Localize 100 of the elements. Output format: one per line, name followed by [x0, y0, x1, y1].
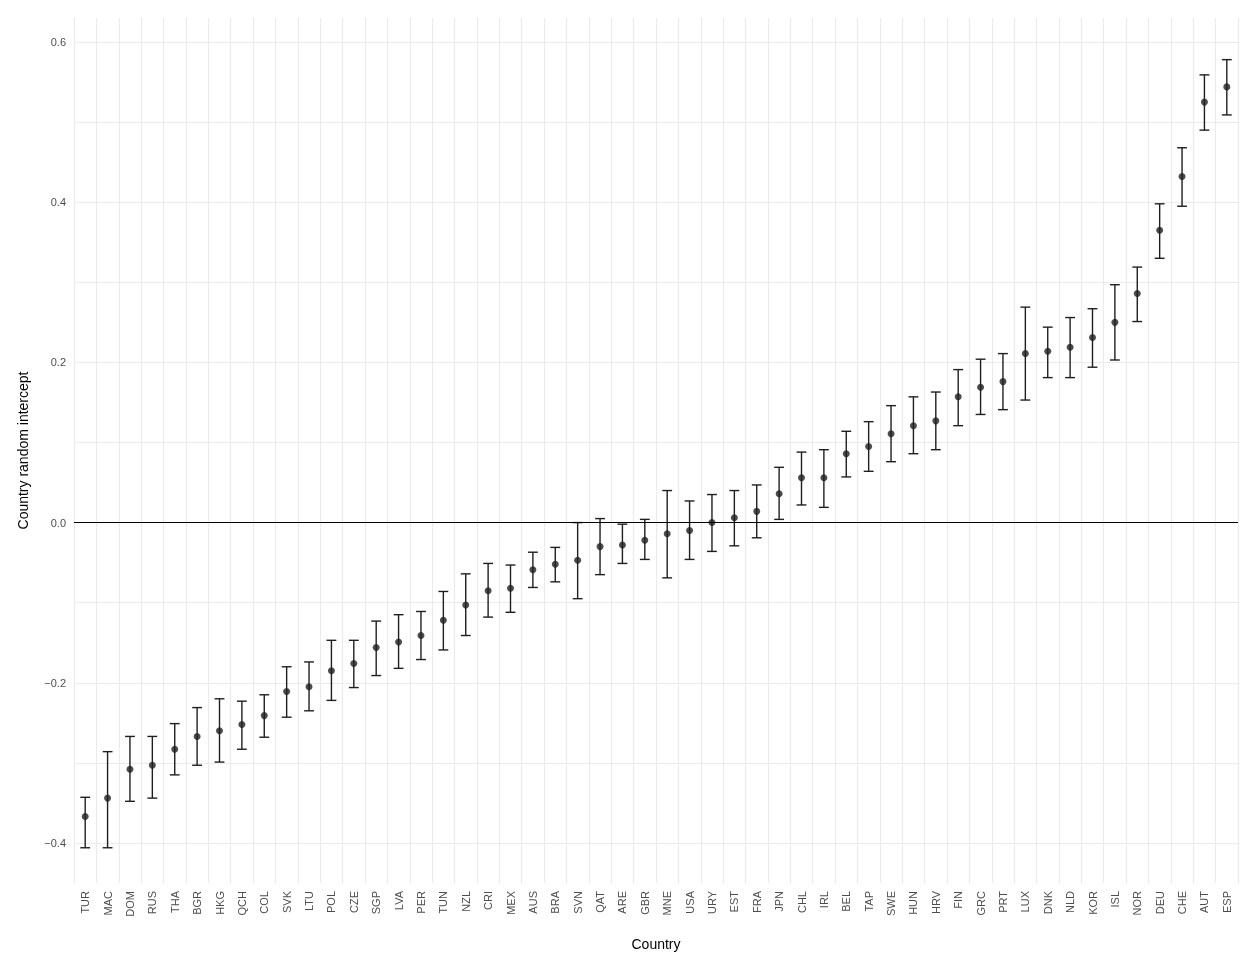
point [954, 393, 962, 401]
x-tick-label: LTU [303, 890, 316, 911]
point [909, 422, 917, 430]
point [462, 601, 470, 609]
point [395, 638, 403, 646]
point [171, 745, 179, 753]
point [216, 727, 223, 735]
point [193, 732, 201, 740]
x-tick-label: LVA [392, 890, 405, 911]
x-tick-label: HKG [213, 891, 226, 915]
y-tick-label: 0.6 [50, 36, 66, 49]
point [1223, 83, 1231, 91]
x-tick-label: POL [325, 891, 338, 914]
point [283, 688, 291, 696]
point [977, 383, 985, 391]
point [507, 584, 514, 592]
point [551, 560, 559, 568]
point [439, 616, 447, 624]
x-tick-label: SGP [370, 891, 383, 915]
x-tick-label: COL [258, 891, 271, 914]
point [887, 430, 895, 438]
point [1089, 334, 1096, 342]
x-tick-label: FIN [952, 890, 965, 909]
y-axis-title: Country random intercept [15, 371, 31, 530]
x-tick-label: NOR [1131, 890, 1144, 916]
point [327, 667, 335, 675]
x-tick-label: ESP [1220, 891, 1233, 914]
x-tick-label: CHL [795, 891, 808, 914]
x-tick-label: SWE [885, 891, 898, 917]
x-tick-label: DOM [123, 891, 136, 917]
point [775, 490, 783, 498]
point [104, 794, 112, 802]
x-tick-label: BEL [840, 891, 853, 912]
x-tick-label: MAC [101, 890, 114, 916]
x-tick-label: TUN [437, 890, 450, 914]
point [1200, 98, 1208, 106]
x-tick-label: CRI [482, 891, 495, 910]
x-tick-label: THA [168, 890, 181, 913]
x-tick-label: DNK [1041, 890, 1054, 915]
x-tick-label: GBR [638, 890, 651, 915]
y-tick-label: −0.4 [44, 836, 66, 849]
x-tick-label: TUR [79, 890, 92, 914]
point [865, 443, 873, 450]
x-tick-label: BRA [549, 890, 562, 914]
point [820, 474, 828, 482]
x-tick-label: BGR [191, 890, 204, 915]
x-tick-label: NLD [1064, 890, 1077, 914]
x-tick-label: LUX [1019, 890, 1032, 913]
x-tick-label: SVK [280, 890, 293, 914]
x-tick-label: PRT [996, 890, 1009, 913]
x-tick-label: URY [705, 890, 718, 915]
point [1111, 318, 1119, 326]
x-axis-title: Country [631, 936, 681, 952]
point [842, 450, 850, 458]
point [753, 507, 761, 515]
x-tick-label: DEU [1153, 890, 1166, 915]
y-tick-label: −0.2 [44, 676, 66, 689]
point [574, 556, 582, 564]
x-tick-label: MNE [661, 891, 674, 916]
x-tick-label: NZL [459, 891, 472, 912]
point [148, 761, 156, 769]
point [596, 543, 604, 551]
point [641, 536, 649, 544]
point [260, 712, 268, 720]
y-tick-label: 0.4 [50, 196, 66, 209]
point [1156, 226, 1164, 234]
x-tick-label: MEX [504, 890, 517, 915]
y-tick-label: 0.0 [50, 516, 66, 529]
point [686, 527, 694, 535]
x-tick-label: ISL [1108, 891, 1121, 908]
point [730, 514, 738, 522]
point [798, 474, 805, 482]
x-tick-label: JPN [773, 890, 786, 912]
x-tick-label: TAP [862, 891, 875, 912]
point [663, 530, 671, 538]
point [1021, 350, 1029, 358]
point [126, 765, 134, 773]
x-tick-label: RUS [146, 891, 159, 915]
x-tick-label: SVN [571, 890, 584, 914]
point [1133, 290, 1141, 298]
point [618, 541, 626, 549]
x-tick-label: FRA [750, 890, 763, 913]
point [417, 632, 425, 640]
point [1044, 347, 1052, 355]
y-tick-label: 0.2 [50, 356, 66, 369]
x-tick-label: GRC [974, 890, 987, 916]
point [81, 813, 89, 821]
point [529, 566, 537, 574]
x-tick-label: HRV [929, 890, 942, 915]
point [350, 660, 358, 668]
x-tick-label: EST [728, 890, 741, 913]
point [999, 378, 1007, 386]
point [1178, 173, 1186, 181]
point [372, 644, 380, 652]
x-tick-label: QCH [235, 890, 248, 916]
point [484, 587, 492, 595]
point [1066, 343, 1074, 351]
x-tick-label: USA [683, 890, 696, 914]
point [238, 720, 246, 728]
x-tick-label: AUS [526, 891, 539, 914]
